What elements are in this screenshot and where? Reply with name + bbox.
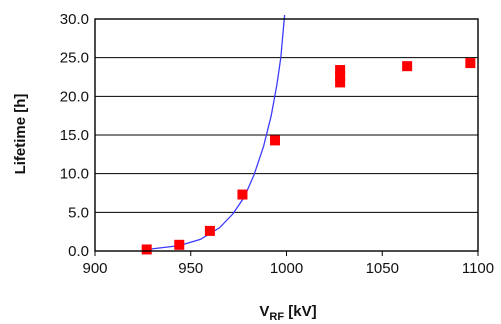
data-point-5 [335,77,346,88]
y-tick-label: 0.0 [68,243,89,260]
x-axis-title-main: V [259,303,269,320]
x-axis-title-unit: [kV] [284,303,317,320]
x-tick-label: 900 [82,260,107,277]
y-tick-label: 30.0 [60,11,89,28]
data-point-8 [402,61,413,72]
x-tick-label: 1000 [270,260,303,277]
x-axis-title-subscript: RF [269,311,284,323]
x-tick-label: 1050 [366,260,399,277]
data-point-3 [237,189,248,200]
x-tick-labels: 900 950 1000 1050 1100 [82,251,494,277]
data-point-0 [141,244,152,255]
data-point-1 [174,239,185,250]
fit-curve [146,15,286,251]
y-tick-labels: 0.0 5.0 10.0 15.0 20.0 25.0 30.0 [60,11,89,260]
y-tick-label: 25.0 [60,50,89,67]
x-axis-title: VRF [kV] [259,303,316,323]
fit-curve-layer [146,15,286,251]
y-axis-title: Lifetime [h] [12,94,29,175]
y-tick-label: 15.0 [60,127,89,144]
y-tick-label: 20.0 [60,88,89,105]
y-tick-label: 5.0 [68,204,89,221]
x-tick-label: 950 [178,260,203,277]
x-tick-label: 1100 [462,260,494,277]
data-point-2 [204,225,215,236]
data-point-9 [465,58,476,69]
data-points-layer [141,58,476,255]
data-point-6 [335,71,346,82]
gridlines [95,18,478,252]
data-point-7 [335,65,346,76]
data-point-4 [270,135,281,146]
y-tick-label: 10.0 [60,166,89,183]
